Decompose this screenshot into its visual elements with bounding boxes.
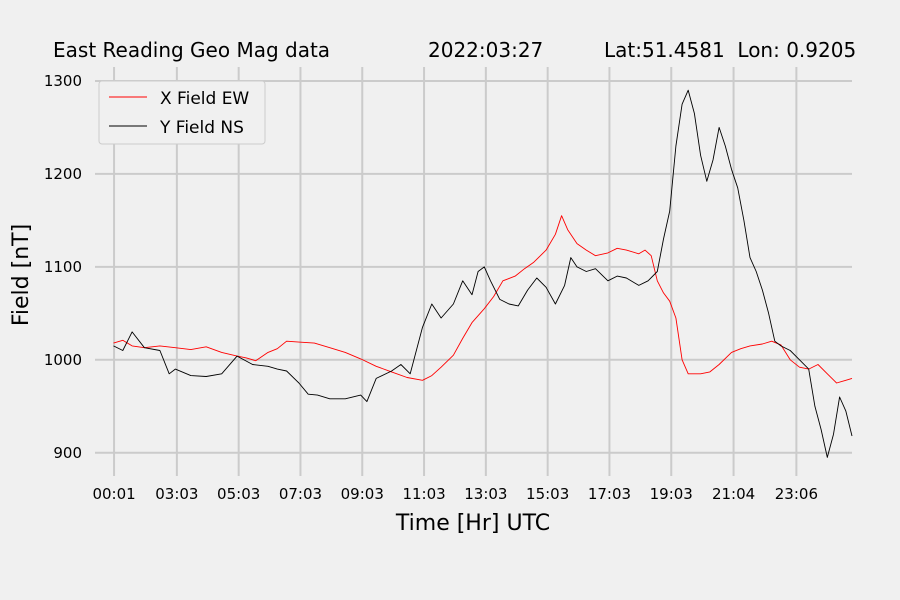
series-lines [113, 89, 853, 458]
legend: X Field EW Y Field NS [98, 80, 266, 145]
x-tick-label: 23:06 [775, 485, 818, 503]
series-line-y-field [113, 89, 853, 458]
y-tick-label: 1200 [44, 165, 82, 183]
y-axis-ticks: 900 1000 1100 1200 1300 [44, 72, 82, 462]
x-tick-label: 07:03 [279, 485, 322, 503]
chart-title-date: 2022:03:27 [428, 38, 544, 62]
y-tick-label: 1100 [44, 258, 82, 276]
y-tick-label: 900 [53, 444, 82, 462]
x-tick-label: 05:03 [217, 485, 260, 503]
x-tick-label: 09:03 [341, 485, 384, 503]
x-tick-label: 11:03 [402, 485, 445, 503]
x-tick-label: 00:01 [92, 485, 135, 503]
x-tick-label: 21:04 [712, 485, 755, 503]
chart-title-location: Lat:51.4581 Lon: 0.9205 [604, 38, 857, 62]
y-tick-label: 1000 [44, 351, 82, 369]
legend-label-y-field: Y Field NS [159, 118, 244, 138]
x-axis-label: Time [Hr] UTC [395, 511, 550, 536]
x-tick-label: 13:03 [464, 485, 507, 503]
legend-label-x-field: X Field EW [160, 89, 249, 109]
x-tick-label: 15:03 [526, 485, 569, 503]
x-tick-label: 17:03 [588, 485, 631, 503]
series-line-x-field [113, 215, 853, 384]
x-tick-label: 19:03 [650, 485, 693, 503]
y-tick-label: 1300 [44, 72, 82, 90]
grid-lines [95, 67, 852, 476]
y-axis-label: Field [nT] [9, 224, 34, 326]
chart-title-left: East Reading Geo Mag data [53, 38, 331, 62]
x-axis-ticks: 00:01 03:03 05:03 07:03 09:03 11:03 13:03 15:03… [92, 485, 818, 503]
x-tick-label: 03:03 [155, 485, 198, 503]
